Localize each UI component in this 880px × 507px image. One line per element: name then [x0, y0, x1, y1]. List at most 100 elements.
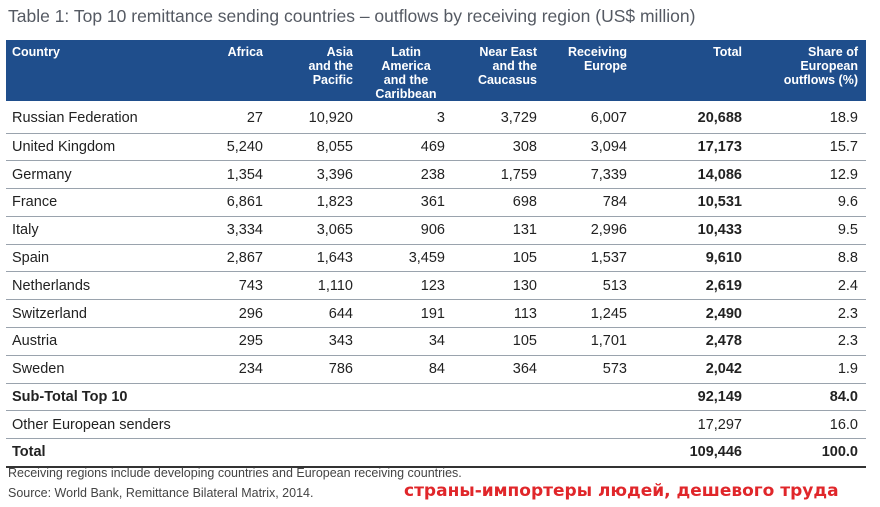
cell-latin-america: 123	[361, 271, 453, 301]
cell-near-east: 308	[453, 133, 545, 162]
cell-receiving-europe: 784	[545, 188, 635, 217]
cell-share: 8.8	[750, 244, 866, 273]
cell-asia-pacific: 8,055	[271, 133, 361, 162]
cell-africa: 6,861	[191, 188, 271, 217]
cell-share: 9.5	[750, 216, 866, 245]
cell-total: 2,619	[635, 271, 750, 301]
cell-africa: 296	[191, 299, 271, 329]
cell-receiving-europe: 3,094	[545, 133, 635, 162]
table-row: Russian Federation 27 10,920 3 3,729 6,007 20,…	[6, 101, 866, 134]
cell-near-east: 130	[453, 271, 545, 301]
cell-country: Sweden	[6, 355, 191, 384]
cell-receiving-europe: 573	[545, 355, 635, 384]
cell-total: 17,297	[635, 410, 750, 440]
cell-near-east: 1,759	[453, 160, 545, 190]
cell-share: 2.3	[750, 299, 866, 329]
cell-share: 18.9	[750, 101, 866, 134]
cell-near-east: 698	[453, 188, 545, 217]
table-row: Austria 295 343 34 105 1,701 2,478 2.3	[6, 327, 866, 356]
table-row: Netherlands 743 1,110 123 130 513 2,619 2.4	[6, 271, 866, 301]
footnote-source: Source: World Bank, Remittance Bilateral…	[8, 486, 314, 500]
cell-country: Germany	[6, 160, 191, 190]
cell-total: 2,042	[635, 355, 750, 384]
cell-share: 1.9	[750, 355, 866, 384]
cell-asia-pacific: 1,823	[271, 188, 361, 217]
table-title: Table 1: Top 10 remittance sending count…	[8, 6, 696, 26]
cell-share: 2.4	[750, 271, 866, 301]
cell-asia-pacific: 1,643	[271, 244, 361, 273]
cell-africa: 27	[191, 101, 271, 134]
table-row: Germany 1,354 3,396 238 1,759 7,339 14,086 12.9	[6, 160, 866, 190]
cell-asia-pacific: 1,110	[271, 271, 361, 301]
cell-share: 2.3	[750, 327, 866, 356]
table-body: Russian Federation 27 10,920 3 3,729 6,007 20,…	[6, 101, 866, 468]
cell-africa: 2,867	[191, 244, 271, 273]
cell-total: 17,173	[635, 133, 750, 162]
cell-receiving-europe: 7,339	[545, 160, 635, 190]
cell-share: 16.0	[750, 410, 866, 440]
header-near-east: Near East and the Caucasus	[453, 40, 545, 101]
cell-country: Austria	[6, 327, 191, 356]
cell-country: Spain	[6, 244, 191, 273]
cell-share: 15.7	[750, 133, 866, 162]
cell-total: 109,446	[635, 438, 750, 468]
cell-near-east: 131	[453, 216, 545, 245]
cell-asia-pacific: 3,396	[271, 160, 361, 190]
cell-latin-america: 361	[361, 188, 453, 217]
cell-latin-america: 238	[361, 160, 453, 190]
cell-near-east: 3,729	[453, 101, 545, 134]
table-row: Switzerland 296 644 191 113 1,245 2,490 2.3	[6, 299, 866, 329]
table-row: France 6,861 1,823 361 698 784 10,531 9.6	[6, 188, 866, 217]
cell-africa: 295	[191, 327, 271, 356]
cell-receiving-europe: 1,701	[545, 327, 635, 356]
cell-africa: 234	[191, 355, 271, 384]
header-latin-america: Latin America and the Caribbean	[361, 40, 453, 101]
header-row: Country Africa Asia and the Pacific Latin …	[6, 40, 866, 101]
cell-africa: 743	[191, 271, 271, 301]
cell-latin-america: 34	[361, 327, 453, 356]
cell-share: 9.6	[750, 188, 866, 217]
cell-latin-america: 906	[361, 216, 453, 245]
cell-asia-pacific: 10,920	[271, 101, 361, 134]
cell-receiving-europe: 1,537	[545, 244, 635, 273]
cell-africa: 5,240	[191, 133, 271, 162]
cell-country: Italy	[6, 216, 191, 245]
cell-receiving-europe: 2,996	[545, 216, 635, 245]
cell-total: 2,490	[635, 299, 750, 329]
subtotal-row: Sub-Total Top 10 92,149 84.0	[6, 382, 866, 412]
cell-near-east: 105	[453, 244, 545, 273]
cell-receiving-europe: 1,245	[545, 299, 635, 329]
overlay-annotation: страны-импортеры людей, дешевого труда	[404, 481, 839, 501]
cell-total: 10,531	[635, 188, 750, 217]
cell-country: Netherlands	[6, 271, 191, 301]
cell-near-east: 364	[453, 355, 545, 384]
cell-share: 100.0	[750, 438, 866, 468]
header-receiving-europe: Receiving Europe	[545, 40, 635, 101]
cell-latin-america: 84	[361, 355, 453, 384]
cell-asia-pacific: 3,065	[271, 216, 361, 245]
cell-country: Switzerland	[6, 299, 191, 329]
header-total: Total	[635, 40, 750, 101]
total-row: Total 109,446 100.0	[6, 438, 866, 468]
header-africa: Africa	[191, 40, 271, 101]
cell-asia-pacific: 644	[271, 299, 361, 329]
cell-total: 14,086	[635, 160, 750, 190]
header-country: Country	[6, 40, 191, 101]
table-row: Italy 3,334 3,065 906 131 2,996 10,433 9.5	[6, 216, 866, 245]
cell-latin-america: 191	[361, 299, 453, 329]
cell-total: 10,433	[635, 216, 750, 245]
cell-share: 84.0	[750, 382, 866, 412]
cell-latin-america: 469	[361, 133, 453, 162]
remittance-table: Country Africa Asia and the Pacific Latin …	[6, 40, 866, 468]
cell-total: 20,688	[635, 101, 750, 134]
table-row: United Kingdom 5,240 8,055 469 308 3,094 17,17…	[6, 133, 866, 162]
other-row: Other European senders 17,297 16.0	[6, 410, 866, 440]
cell-total: 2,478	[635, 327, 750, 356]
cell-share: 12.9	[750, 160, 866, 190]
cell-total: 92,149	[635, 382, 750, 412]
cell-receiving-europe: 6,007	[545, 101, 635, 134]
cell-country: Russian Federation	[6, 101, 191, 134]
cell-asia-pacific: 786	[271, 355, 361, 384]
cell-country: United Kingdom	[6, 133, 191, 162]
cell-country: Total	[6, 438, 635, 468]
